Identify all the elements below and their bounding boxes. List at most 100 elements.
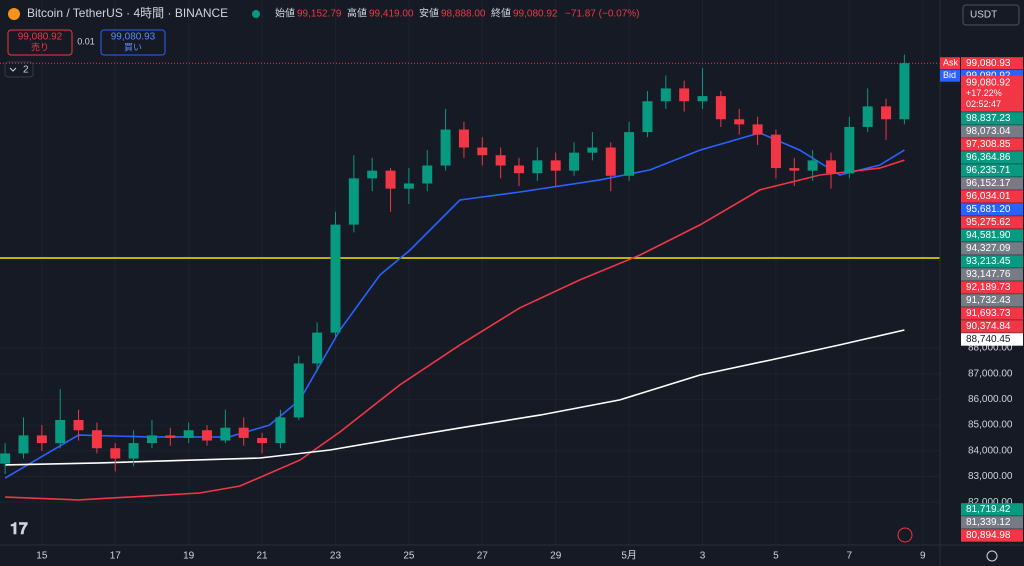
bid-tag-text: Bid [943,70,956,80]
price-label [961,333,1023,346]
candle-body [660,88,671,102]
candle-body [0,453,11,464]
candle-body [679,88,690,102]
candle-body [165,435,176,438]
price-label-text: 98,073.04 [966,126,1011,137]
y-tick-label: 85,000.00 [968,420,1013,431]
ohlc-value: 98,888.00 [441,9,486,20]
x-tick-label: 29 [550,551,562,562]
candle-body [91,430,102,449]
alert-icon[interactable] [897,527,913,543]
price-label [961,242,1023,255]
symbol: Bitcoin / TetherUS · 4時間 · BINANCE [27,6,228,20]
buy-label[interactable]: 買い [124,42,142,52]
price-label-text: 96,034.01 [966,191,1011,202]
price-label-text: 91,693.73 [966,308,1011,319]
price-label-text: 97,308.85 [966,139,1011,150]
candle-body [569,152,580,171]
ohlc-label: 始値 [275,7,295,20]
price-label [961,529,1023,542]
last-change: +17.22% [966,88,1002,98]
change: −71.87 (−0.07%) [565,9,640,20]
sell-price[interactable]: 99,080.92 [18,32,63,43]
buy-price[interactable]: 99,080.93 [111,32,156,43]
price-label [961,294,1023,307]
price-label [961,268,1023,281]
y-tick-label: 83,000.00 [968,471,1013,482]
ohlc: 始値 99,152.79 高値 99,419.00 安値 98,888.00 終値 99,08… [275,7,640,20]
currency[interactable]: USDT [970,10,997,21]
price-label-text: 96,364.86 [966,152,1011,163]
candle-body [275,417,286,444]
y-tick-label: 87,000.00 [968,368,1013,379]
price-label [961,307,1023,320]
candle-body [862,106,873,127]
y-tick-label: 88,000.00 [968,343,1013,354]
ohlc-label: 安値 [419,7,439,20]
ask-tag-text: Ask [943,58,959,68]
price-label [961,164,1023,177]
sell-button[interactable] [7,29,73,56]
x-tick-label: 15 [36,551,48,562]
buy-button[interactable] [100,29,166,56]
indicator-toggle[interactable] [4,61,34,78]
candle-body [110,448,121,459]
candle-body [202,430,213,441]
bid-tag [940,69,960,82]
status-dot [252,10,260,18]
candle-body [899,63,910,120]
price-label [961,516,1023,529]
ask-tag [940,57,960,70]
candle-body [403,183,414,189]
price-label [961,255,1023,268]
x-tick-label: 7 [847,551,853,562]
candle-body [348,178,359,225]
candle-body [605,147,616,176]
chevron [9,67,17,72]
x-tick-label: 5 [773,551,779,562]
currency-select[interactable] [962,4,1020,26]
y-tick-label: 84,000.00 [968,445,1013,456]
x-tick-label: 21 [257,551,269,562]
candle-body [624,132,635,176]
candle-body [844,126,855,174]
candle-body [293,363,304,418]
price-label-text: 80,894.98 [966,530,1011,541]
candle-body [642,101,653,133]
spread: 0.01 [77,36,95,46]
countdown: 02:52:47 [966,99,1001,109]
candle-body [18,435,29,454]
price-label-text: 98,837.23 [966,113,1011,124]
candle-body [385,170,396,189]
price-label-text: 92,189.73 [966,282,1011,293]
price-label-text: 94,581.90 [966,230,1011,241]
coin-icon [8,8,20,20]
candle-body [825,160,836,174]
price-label-text: 81,339.12 [966,517,1011,528]
price-label [961,503,1023,516]
candle-body [458,129,469,148]
price-label [961,281,1023,294]
moving-average [5,329,905,466]
candle-body [514,165,525,174]
candle-body [734,119,745,125]
price-label [961,112,1023,125]
x-tick-label: 23 [330,551,342,562]
candle-body [697,96,708,102]
price-label-text: 91,732.43 [966,295,1011,306]
settings-icon[interactable] [986,550,998,562]
candle-body [807,160,818,171]
indicator-count[interactable]: 2 [23,65,29,76]
y-tick-label: 82,000.00 [968,497,1013,508]
price-label-text: 81,719.42 [966,504,1011,515]
x-tick-label: 19 [183,551,195,562]
candle-body [367,170,378,179]
price-axis: 88,000.00 87,000.00 86,000.00 85,000.00 84,0… [940,57,1023,542]
price-label [961,177,1023,190]
candle-body [73,419,84,431]
sell-label[interactable]: 売り [31,41,49,52]
candle-body [238,427,249,438]
x-tick-label: 9 [920,551,926,562]
